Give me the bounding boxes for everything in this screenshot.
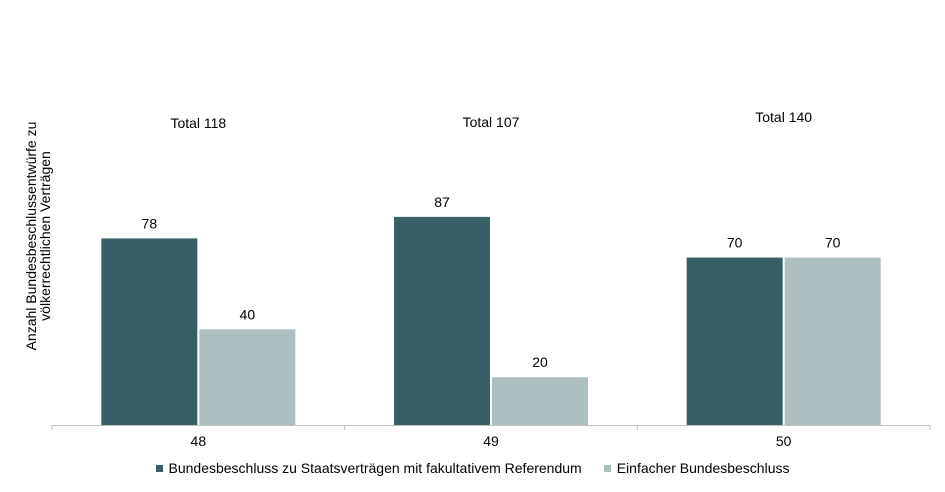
bar-48-series-1 [199, 329, 296, 425]
value-label-50-series-1: 70 [825, 235, 841, 251]
bar-50-series-1 [784, 257, 881, 425]
value-label-50-series-0: 70 [727, 235, 743, 251]
x-tick-label-50: 50 [776, 433, 792, 449]
bars [101, 216, 881, 425]
y-axis-label: Anzahl Bundesbeschlussentwürfe zuvölkerr… [23, 122, 53, 351]
y-axis-label-line-2: völkerrechtlichen Verträgen [37, 151, 53, 321]
bar-49-series-0 [394, 216, 490, 425]
x-axis-ticks: 48 49 50 [51, 425, 931, 449]
value-label-48-series-1: 40 [240, 306, 256, 322]
bar-49-series-1 [492, 377, 588, 425]
value-label-49-series-0: 87 [434, 194, 450, 210]
legend-swatch-referendum [155, 464, 163, 472]
legend-label-einfacher: Einfacher Bundesbeschluss [616, 460, 790, 476]
legend-item-referendum: Bundesbeschluss zu Staatsverträgen mit f… [155, 460, 582, 476]
bar-48-series-0 [101, 238, 198, 425]
value-label-48-series-0: 78 [142, 215, 158, 231]
bar-50-series-0 [686, 257, 783, 425]
legend: Bundesbeschluss zu Staatsverträgen mit f… [0, 460, 945, 476]
value-labels: 78 40 87 20 70 70 [142, 194, 841, 370]
x-tick-label-49: 49 [483, 433, 499, 449]
y-axis-label-line-1: Anzahl Bundesbeschlussentwürfe zu [23, 122, 39, 351]
x-tick-label-48: 48 [191, 433, 207, 449]
total-annotations: Total 118 Total 107 Total 140 [170, 109, 812, 131]
value-label-49-series-1: 20 [532, 354, 548, 370]
total-label-48: Total 118 [170, 115, 226, 131]
total-label-50: Total 140 [755, 109, 812, 125]
legend-item-einfacher: Einfacher Bundesbeschluss [603, 460, 790, 476]
legend-swatch-einfacher [603, 464, 611, 472]
legend-label-referendum: Bundesbeschluss zu Staatsverträgen mit f… [168, 460, 582, 476]
total-label-49: Total 107 [463, 114, 520, 130]
